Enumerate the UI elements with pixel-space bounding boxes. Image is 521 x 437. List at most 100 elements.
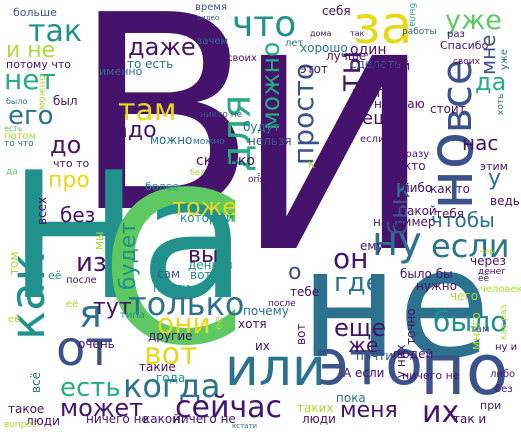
word-raboty: если [360,134,385,145]
word-nu: ну [372,219,422,265]
word-byla-alt: был [53,94,78,108]
word-v: В [72,0,258,272]
word-kak-raz: как раз [499,304,509,340]
word-chelovek: точно [404,308,418,345]
word-vopros: была [407,3,417,27]
word-esli-small: её [478,274,490,284]
word-kstati: мы [92,231,106,250]
word-eshe-small: хорошо [300,41,348,55]
word-uzhe-small: уже [499,48,510,70]
word-tom: лучше [326,49,367,63]
word-pochemu: ничего не [86,412,149,426]
word-goda: к [308,157,316,171]
word-gde: где [334,268,382,298]
word-tak-small: так [350,29,365,38]
word-vsegda: ее [212,316,225,330]
word-to-est: такое [8,402,45,416]
word-u: у [488,166,502,191]
word-eto-chto: то что [275,195,289,235]
word-s: С [100,147,247,392]
word-etot: сделать [350,57,402,71]
word-budet: будет [116,221,141,290]
word-nuzhno: очень [78,337,115,351]
word-vsekh: какой [143,412,180,426]
word-ne-small-b: её [8,314,21,325]
word-da: да [475,68,507,96]
word-skolko: который [180,211,234,225]
word-ne-small: её [48,269,62,282]
word-u-vas: всё [29,371,43,393]
word-tak: так [28,14,82,49]
word-ne-budet-small: после [268,299,296,309]
word-chto-to: всех [35,196,49,225]
word-mozhno: можно [256,41,285,130]
word-byli: что то [53,157,90,170]
word-budut: чего [450,289,479,303]
word-tolko: только [128,285,245,323]
word-togo-chto: как то [430,182,470,196]
word-ochen: люди [302,412,336,426]
word-to-chto: тебе [290,285,320,299]
word-vot: вот [144,337,198,372]
word-tam-small: там [470,324,490,335]
word-let: лет [285,38,304,49]
word-ne-budet: после [66,275,97,286]
word-mogut: то что [4,139,34,149]
word-kotoryy: другие [148,329,193,343]
word-khot: года [156,371,186,385]
word-zhe: же [348,333,379,357]
word-za: за [353,0,413,56]
word-nas: нас [462,131,499,155]
word-tam: там [118,93,177,128]
word-imenno: именно [99,65,143,78]
word-lichno-posle: этот [300,62,328,76]
word-k-small: сразу [400,149,430,160]
word-lyudi: потом [4,131,37,142]
word-poka-alt: либо [402,181,433,195]
word-sdelat: можно [37,74,48,110]
word-eti: какой [373,59,410,73]
word-tebya: почти [153,281,191,295]
word-khorosho: чем [480,247,496,256]
word-bez-small-b: денег [478,267,506,277]
word-pro: про [48,168,90,193]
word-takikh: время [195,2,227,13]
word-lyudey: при [480,399,502,412]
word-kto: кто [404,159,426,173]
word-potom: почему [243,304,289,318]
word-togda: том [7,251,21,275]
word-oni: они [157,307,211,340]
word-bez: без [60,203,96,227]
word-ya: я [79,292,102,336]
word-bylo-by: опять [248,175,276,185]
word-poetomu: Спасибо [440,39,489,52]
word-ne-small-c: её [66,299,79,310]
word-takie: так и [453,412,487,426]
word-na: На [8,136,247,339]
word-ya-ne-znayu: можно [150,133,193,147]
word-tozhe: тоже [172,193,238,221]
word-video: видео [197,14,220,22]
word-prosto: просто [287,62,320,165]
word-do: до [50,131,82,159]
word-etogo: деньги [188,258,233,272]
word-vozmozhno: есть [4,124,23,133]
word-dengi: через [470,254,506,268]
word-mozhet: может [60,394,144,422]
word-tipa: вот [190,268,212,282]
word-chtoby: чтобы [431,208,495,232]
word-my: будут [243,120,280,134]
word-kak-to: тебя [435,207,464,221]
word-menya-small: например [373,215,436,229]
word-spasibo: пока [336,391,366,405]
word-tochno: без [190,168,205,177]
word-i: И [235,3,434,311]
word-raz: ничего не [402,369,460,382]
word-i-vse: да [6,167,18,177]
word-da-i: более [145,180,180,193]
word-zachem: зачем [197,36,229,47]
word-tut: тут [93,295,132,320]
word-sebya: таких [297,401,334,415]
word-net: нет [4,63,56,96]
word-vremya: раз [447,29,465,40]
